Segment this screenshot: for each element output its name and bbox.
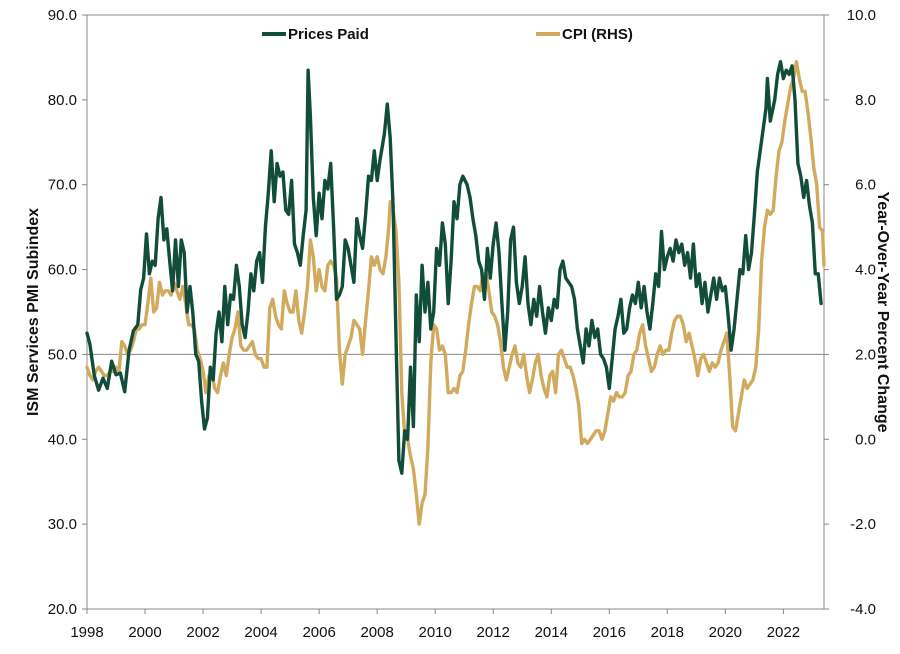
x-tick-label: 2012	[477, 624, 510, 641]
y2-axis-ticks: -4.0 -2.0 0.0 2.0 4.0 6.0 8.0 10.0	[824, 7, 876, 618]
series-line-prices-paid	[85, 60, 823, 475]
x-tick-label: 2010	[419, 624, 452, 641]
y2-tick-label: 6.0	[855, 177, 876, 194]
x-tick-label: 2006	[302, 624, 335, 641]
x-tick-label: 2014	[535, 624, 568, 641]
y2-tick-label: -2.0	[850, 516, 876, 533]
y-tick-label: 50.0	[48, 346, 77, 363]
y2-tick-label: 8.0	[855, 92, 876, 109]
x-tick-label: 2018	[651, 624, 684, 641]
plot-area-border	[86, 14, 825, 610]
x-tick-label: 1998	[70, 624, 103, 641]
y-tick-label: 90.0	[48, 7, 77, 24]
y2-tick-label: 10.0	[847, 7, 876, 24]
legend-label-cpi: CPI (RHS)	[562, 26, 633, 43]
y2-axis-title: Year-Over-Year Percent Change	[874, 191, 891, 432]
x-tick-label: 2016	[593, 624, 626, 641]
y2-tick-label: 0.0	[855, 431, 876, 448]
y-tick-label: 70.0	[48, 177, 77, 194]
y2-tick-label: 2.0	[855, 346, 876, 363]
x-tick-label: 2020	[709, 624, 742, 641]
series-line-cpi-rhs	[85, 60, 826, 526]
y-tick-label: 30.0	[48, 516, 77, 533]
x-tick-label: 2008	[360, 624, 393, 641]
y-axis-ticks: 20.0 30.0 40.0 50.0 60.0 70.0 80.0 90.0	[48, 7, 87, 618]
x-tick-label: 2004	[244, 624, 277, 641]
y-tick-label: 60.0	[48, 262, 77, 279]
legend: Prices Paid CPI (RHS)	[262, 26, 633, 43]
x-tick-label: 2002	[186, 624, 219, 641]
legend-label-prices-paid: Prices Paid	[288, 26, 369, 43]
x-tick-label: 2000	[128, 624, 161, 641]
x-axis-ticks: 1998 2000 2002 2004 2006 2008 2010 2012 2014 2016…	[70, 609, 800, 641]
x-tick-label: 2022	[767, 624, 800, 641]
y2-tick-label: -4.0	[850, 601, 876, 618]
y-tick-label: 40.0	[48, 431, 77, 448]
y2-tick-label: 4.0	[855, 262, 876, 279]
y-tick-label: 20.0	[48, 601, 77, 618]
y-tick-label: 80.0	[48, 92, 77, 109]
series-layer	[85, 60, 826, 526]
y-axis-title: ISM Services PMI Subindex	[25, 208, 42, 416]
